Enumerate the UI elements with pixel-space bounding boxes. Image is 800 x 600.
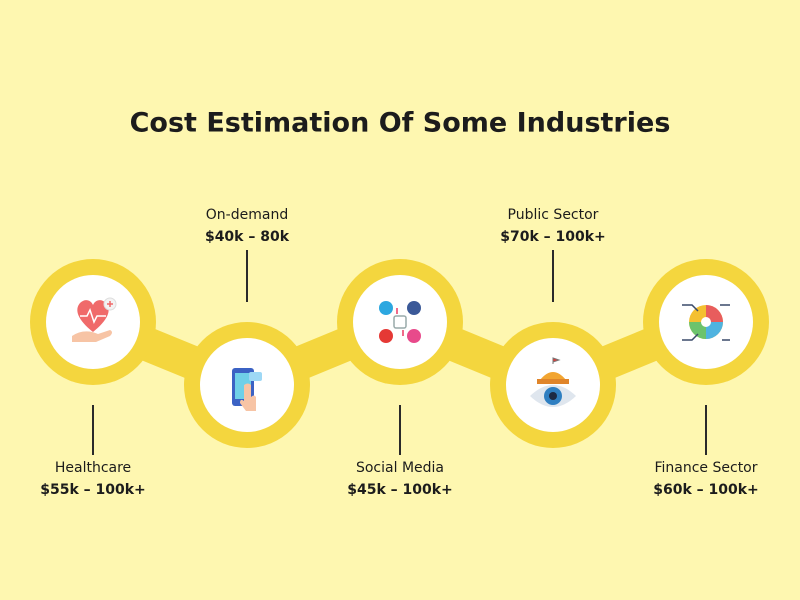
industry-cost: $55k – 100k+ xyxy=(40,482,146,498)
industry-cost: $40k – 80k xyxy=(205,229,290,245)
industry-name: On-demand xyxy=(206,207,288,223)
icon-healthcare xyxy=(72,297,117,342)
title: Cost Estimation Of Some Industries xyxy=(130,108,671,139)
icon-finance xyxy=(682,304,730,341)
industry-cost: $70k – 100k+ xyxy=(500,229,606,245)
industry-cost: $45k – 100k+ xyxy=(347,482,453,498)
industry-name: Healthcare xyxy=(55,460,131,476)
industry-name: Public Sector xyxy=(508,207,599,223)
icon-on-demand xyxy=(232,368,262,411)
industry-name: Social Media xyxy=(356,460,444,476)
industry-name: Finance Sector xyxy=(654,460,757,476)
icon-public-sector xyxy=(530,357,576,407)
icon-social-media xyxy=(379,301,421,343)
industry-cost: $60k – 100k+ xyxy=(653,482,759,498)
ring-inner xyxy=(353,275,447,369)
